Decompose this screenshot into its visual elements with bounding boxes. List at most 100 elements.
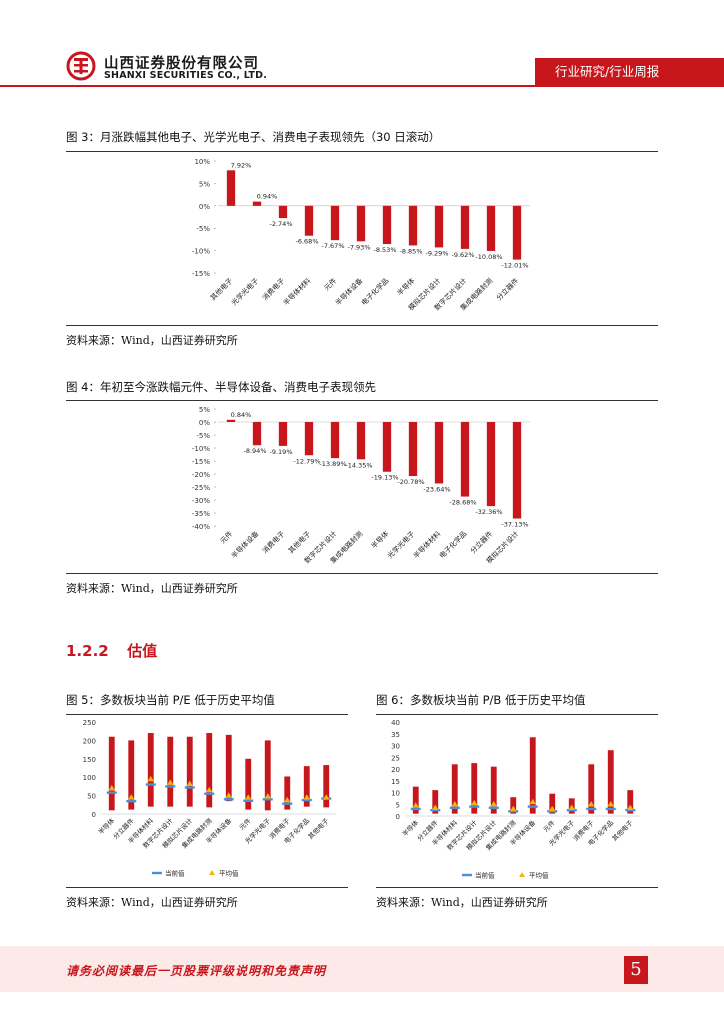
- current-value-marker: [449, 806, 460, 809]
- x-tick-label: 其他电子: [286, 529, 312, 555]
- y-tick-label: 0%: [199, 419, 210, 427]
- range-bar: [451, 764, 458, 814]
- bar: [278, 205, 288, 219]
- disclaimer-link[interactable]: 请务必阅读最后一页股票评级说明和免责声明: [66, 964, 327, 978]
- data-label: -7.93%: [348, 243, 371, 251]
- range-bar: [471, 763, 478, 814]
- y-tick-label: 5%: [199, 180, 210, 188]
- bar: [252, 422, 262, 446]
- data-label: -7.67%: [322, 242, 345, 250]
- y-tick-label: -25%: [192, 484, 210, 492]
- bar: [408, 205, 418, 246]
- data-label: -14.35%: [345, 461, 372, 469]
- x-tick-label: 分立器件: [468, 529, 494, 555]
- section-title: 估值: [127, 642, 158, 660]
- current-value-marker: [126, 799, 137, 803]
- range-bar: [529, 737, 536, 814]
- range-bar: [186, 736, 193, 807]
- legend-current-label: 当前值: [475, 871, 495, 880]
- current-value-marker: [469, 805, 480, 808]
- range-bar: [284, 776, 291, 810]
- range-bar: [303, 766, 310, 807]
- bar: [434, 422, 444, 484]
- current-value-marker: [262, 798, 273, 801]
- range-bar: [607, 750, 614, 814]
- bar: [252, 201, 262, 206]
- fig3-bottom-rule: [66, 325, 658, 326]
- x-tick-label: 光学光电子: [229, 276, 260, 307]
- current-value-marker: [625, 808, 636, 812]
- average-value-marker: [323, 794, 330, 800]
- x-tick-label: 消费电子: [260, 529, 286, 555]
- average-value-marker: [284, 796, 291, 803]
- average-value-marker: [490, 801, 497, 807]
- y-tick-label: 15: [391, 778, 400, 786]
- company-name-en: SHANXI SECURITIES CO., LTD.: [104, 70, 268, 81]
- current-value-marker: [586, 807, 597, 811]
- range-bar: [206, 733, 213, 808]
- range-bar: [510, 797, 517, 814]
- x-tick-label: 元件: [322, 276, 338, 292]
- range-bar: [490, 766, 497, 814]
- average-value-marker: [529, 798, 536, 805]
- page-number: 5: [624, 956, 648, 984]
- average-value-marker: [186, 780, 193, 787]
- bar: [460, 205, 470, 249]
- average-value-marker: [412, 802, 419, 808]
- y-tick-label: 100: [83, 774, 96, 782]
- fig6-source: 资料来源：Wind，山西证券研究所: [376, 896, 548, 909]
- bar: [226, 419, 236, 422]
- range-bar: [108, 736, 115, 811]
- current-value-marker: [527, 805, 538, 808]
- current-value-marker: [488, 806, 499, 809]
- average-value-marker: [451, 801, 458, 807]
- bar: [512, 422, 522, 519]
- y-tick-label: 0: [396, 813, 400, 821]
- fig3-chart: 10% 5% 0% -5% -10% -15% 7.92% 其他电子 0.94% 光学光电子 -2.…: [192, 158, 530, 312]
- y-tick-label: 10%: [194, 158, 210, 166]
- section-heading: 1.2.2 估值: [66, 640, 157, 661]
- average-value-marker: [549, 805, 556, 812]
- data-label: -9.29%: [426, 249, 449, 257]
- range-bar: [128, 740, 135, 810]
- bar: [486, 205, 496, 251]
- x-tick-label: 半导体材料: [281, 276, 312, 307]
- legend-current-swatch: [152, 871, 162, 875]
- bar: [434, 205, 444, 248]
- fig5-source: 资料来源：Wind，山西证券研究所: [66, 896, 238, 909]
- legend-current-swatch: [462, 873, 472, 877]
- x-tick-label: 半导体设备: [229, 529, 260, 560]
- x-tick-label: 元件: [218, 529, 234, 545]
- bar: [356, 422, 366, 460]
- current-value-marker: [430, 808, 441, 812]
- average-value-marker: [432, 804, 439, 810]
- average-value-marker: [147, 775, 154, 782]
- average-value-marker: [128, 794, 135, 800]
- current-value-marker: [508, 810, 519, 813]
- current-value-marker: [282, 802, 293, 805]
- current-value-marker: [566, 808, 577, 812]
- company-name-cn: 山西证券股份有限公司: [104, 56, 259, 72]
- y-tick-label: 40: [391, 719, 400, 727]
- range-bar: [627, 790, 634, 814]
- fig5-bottom-rule: [66, 887, 348, 888]
- average-value-marker: [607, 801, 614, 807]
- data-label: -12.01%: [501, 262, 528, 270]
- y-tick-label: -40%: [192, 523, 210, 531]
- range-bar: [225, 734, 232, 802]
- y-tick-label: -10%: [192, 445, 210, 453]
- average-value-marker: [108, 785, 115, 791]
- data-label: 0.94%: [257, 193, 278, 201]
- range-bar: [167, 736, 174, 807]
- y-tick-label: -5%: [196, 432, 210, 440]
- page-header: 山西证券股份有限公司 SHANXI SECURITIES CO., LTD. 行…: [0, 0, 724, 100]
- fig6-top-rule: [376, 714, 658, 715]
- bar: [382, 205, 392, 245]
- data-label: -6.68%: [296, 238, 319, 246]
- data-label: -32.36%: [475, 508, 502, 516]
- current-value-marker: [165, 785, 176, 788]
- fig4-top-rule: [66, 400, 658, 401]
- fig3-top-rule: [66, 151, 658, 152]
- y-tick-label: 250: [83, 719, 96, 727]
- x-tick-label: 电子化学品: [359, 276, 390, 307]
